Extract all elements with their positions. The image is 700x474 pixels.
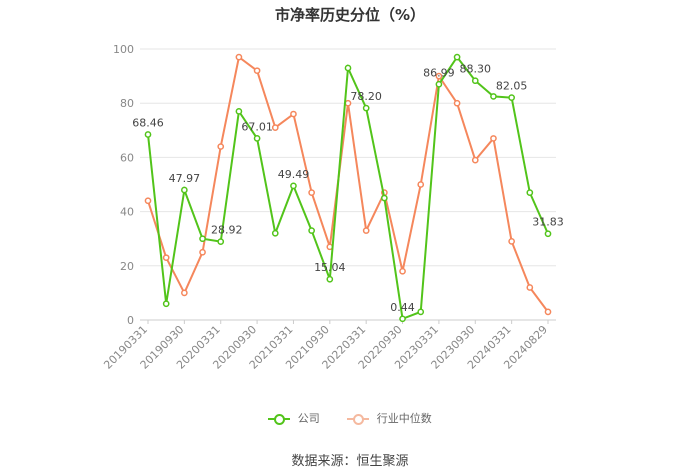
data-point <box>290 110 297 118</box>
data-point <box>453 99 461 107</box>
data-point <box>453 53 461 61</box>
data-point <box>471 77 479 85</box>
y-tick-label: 0 <box>127 314 134 327</box>
data-label: 0.44 <box>390 301 415 314</box>
data-point <box>526 284 534 291</box>
data-point <box>326 275 334 283</box>
data-point <box>181 289 188 297</box>
data-label: 15.04 <box>314 261 346 274</box>
series-line-0 <box>147 55 549 321</box>
data-point <box>162 300 170 308</box>
data-label: 31.83 <box>532 216 564 229</box>
data-point <box>144 131 152 138</box>
data-label: 88.30 <box>460 63 492 76</box>
legend-swatch-industry-median <box>347 414 370 425</box>
y-tick-label: 20 <box>120 260 134 273</box>
data-point <box>544 230 552 238</box>
data-point <box>417 181 425 188</box>
legend-item-industry-median[interactable]: 行业中位数 <box>347 410 432 426</box>
data-point <box>235 53 243 61</box>
data-label: 47.97 <box>169 172 201 185</box>
data-point <box>199 248 206 256</box>
data-label: 82.05 <box>496 80 528 93</box>
data-point <box>308 227 315 234</box>
data-point <box>253 67 261 75</box>
data-point <box>399 267 406 275</box>
series-line-1 <box>147 55 549 313</box>
data-source: 数据来源：恒生聚源 <box>291 454 409 469</box>
legend-label-industry-median: 行业中位数 <box>376 412 432 425</box>
data-point <box>399 315 406 323</box>
data-point <box>508 94 515 101</box>
data-label: 78.20 <box>350 90 382 103</box>
data-point <box>344 64 352 72</box>
data-point <box>490 93 497 100</box>
data-point <box>235 107 243 115</box>
data-point <box>526 189 534 196</box>
data-point <box>471 156 479 164</box>
data-point <box>362 227 370 234</box>
chart-title: 市净率历史分位（%） <box>274 6 426 24</box>
line-chart: 0204060801002019033120190930202003312020… <box>101 43 564 372</box>
data-label: 67.01 <box>241 120 273 133</box>
data-point <box>508 238 515 245</box>
data-point <box>144 197 152 205</box>
y-tick-label: 60 <box>120 151 134 164</box>
legend-label-company: 公司 <box>297 412 320 425</box>
data-label: 49.49 <box>278 168 310 181</box>
data-point <box>271 229 279 237</box>
data-point <box>435 80 443 88</box>
data-point <box>271 124 279 131</box>
data-point <box>381 194 388 202</box>
data-point <box>435 72 443 80</box>
chart-legend[interactable]: 公司 行业中位数 <box>0 410 700 426</box>
legend-swatch-company <box>268 414 291 425</box>
data-point <box>417 308 425 316</box>
data-point <box>290 182 297 190</box>
data-point <box>199 235 206 243</box>
data-label: 28.92 <box>211 224 243 237</box>
data-point <box>181 186 188 194</box>
data-point <box>217 238 225 245</box>
y-tick-label: 100 <box>113 43 134 56</box>
y-tick-label: 80 <box>120 97 134 110</box>
data-point <box>308 189 315 196</box>
data-point <box>162 254 170 262</box>
data-point <box>217 143 225 150</box>
data-label: 68.46 <box>132 116 164 129</box>
data-label: 86.99 <box>423 66 455 79</box>
y-tick-label: 40 <box>120 206 134 219</box>
data-point <box>490 135 497 142</box>
legend-item-company[interactable]: 公司 <box>268 410 320 426</box>
data-point <box>253 135 261 142</box>
data-point <box>544 308 552 316</box>
data-point <box>362 104 370 112</box>
